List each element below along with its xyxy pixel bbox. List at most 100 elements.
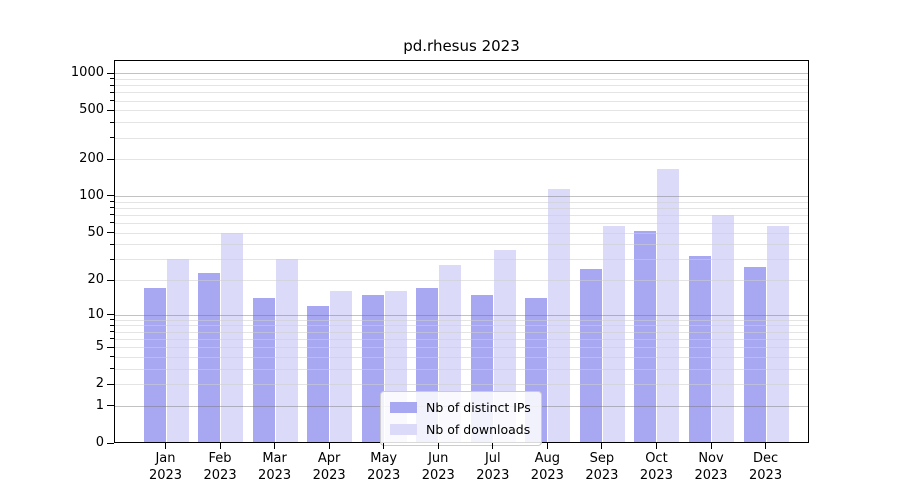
x-tick bbox=[219, 443, 221, 449]
x-tick-label: Nov 2023 bbox=[694, 451, 728, 483]
x-tick-label: Feb 2023 bbox=[203, 451, 237, 483]
y-tick-label: 10 bbox=[87, 306, 104, 322]
y-tick-minor bbox=[110, 201, 114, 203]
gridline-minor bbox=[114, 159, 809, 161]
x-tick-label: Apr 2023 bbox=[312, 451, 346, 483]
bar-distinct-ips bbox=[198, 272, 221, 443]
y-tick-label: 100 bbox=[79, 187, 104, 203]
bar-downloads bbox=[602, 225, 625, 443]
y-tick-minor bbox=[110, 331, 114, 333]
bar-downloads bbox=[275, 259, 298, 443]
bar-distinct-ips bbox=[143, 288, 166, 443]
y-tick-minor bbox=[110, 78, 114, 80]
gridline-minor bbox=[114, 92, 809, 94]
x-tick bbox=[328, 443, 330, 449]
y-tick bbox=[107, 279, 114, 281]
y-tick bbox=[107, 442, 114, 444]
x-tick bbox=[546, 443, 548, 449]
x-tick-label: May 2023 bbox=[367, 451, 401, 483]
bar-downloads bbox=[221, 232, 244, 443]
y-tick bbox=[107, 232, 114, 234]
y-tick-minor bbox=[110, 222, 114, 224]
bar-distinct-ips bbox=[743, 266, 766, 443]
legend-row-downloads: Nb of downloads bbox=[390, 419, 531, 439]
y-tick-minor bbox=[110, 243, 114, 245]
y-tick-minor bbox=[110, 319, 114, 321]
y-tick bbox=[107, 405, 114, 407]
y-tick-minor bbox=[110, 324, 114, 326]
y-tick-label: 50 bbox=[87, 224, 104, 240]
gridline-minor bbox=[114, 207, 809, 209]
y-tick-label: 1 bbox=[95, 397, 104, 413]
x-tick-label: Oct 2023 bbox=[639, 451, 673, 483]
legend-label-distinct-ips: Nb of distinct IPs bbox=[426, 399, 531, 415]
x-tick bbox=[165, 443, 166, 449]
y-tick-minor bbox=[110, 356, 114, 358]
y-tick-minor bbox=[110, 338, 114, 340]
y-tick-minor bbox=[110, 368, 114, 370]
gridline-minor bbox=[114, 100, 809, 102]
gridline-minor bbox=[114, 331, 809, 333]
gridline-minor bbox=[114, 368, 809, 370]
gridline-major bbox=[114, 314, 809, 316]
y-tick-minor bbox=[110, 214, 114, 216]
x-tick bbox=[492, 443, 494, 449]
x-tick-label: Jun 2023 bbox=[421, 451, 455, 483]
x-tick bbox=[601, 443, 603, 449]
bar-distinct-ips bbox=[579, 268, 602, 443]
gridline-major bbox=[114, 195, 809, 197]
gridline-minor bbox=[114, 384, 809, 386]
x-tick bbox=[765, 443, 767, 449]
gridline-major bbox=[114, 73, 809, 75]
y-tick-minor bbox=[110, 100, 114, 101]
legend-swatch-distinct-ips bbox=[390, 401, 417, 413]
bar-downloads bbox=[766, 225, 789, 443]
gridline-minor bbox=[114, 244, 809, 246]
gridline-minor bbox=[114, 232, 809, 234]
x-tick bbox=[274, 443, 276, 449]
bar-distinct-ips bbox=[689, 255, 711, 443]
x-tick-label: Jul 2023 bbox=[476, 451, 510, 483]
x-tick-label: Aug 2023 bbox=[530, 451, 564, 483]
gridline-minor bbox=[114, 201, 809, 203]
y-tick-label: 5 bbox=[95, 339, 104, 355]
y-tick-minor bbox=[110, 84, 114, 86]
bar-downloads bbox=[712, 214, 734, 443]
y-tick-label: 20 bbox=[87, 272, 104, 288]
gridline-minor bbox=[114, 259, 809, 261]
y-tick-label: 2 bbox=[95, 376, 104, 392]
y-tick bbox=[107, 346, 114, 348]
gridline-minor bbox=[114, 356, 809, 358]
gridline-minor bbox=[114, 214, 809, 216]
bar-distinct-ips bbox=[307, 305, 330, 443]
x-tick bbox=[710, 443, 712, 449]
x-tick-label: Mar 2023 bbox=[258, 451, 292, 483]
bar-downloads bbox=[330, 291, 353, 443]
y-tick-label: 0 bbox=[95, 435, 104, 450]
y-tick-minor bbox=[110, 137, 114, 139]
bar-downloads bbox=[166, 259, 189, 443]
y-tick-label: 200 bbox=[79, 151, 104, 167]
legend: Nb of distinct IPs Nb of downloads bbox=[380, 391, 542, 446]
gridline-minor bbox=[114, 319, 809, 321]
legend-label-downloads: Nb of downloads bbox=[426, 421, 531, 437]
x-tick-label: Sep 2023 bbox=[585, 451, 619, 483]
bar-downloads bbox=[657, 169, 680, 443]
gridline-minor bbox=[114, 78, 809, 80]
gridline-minor bbox=[114, 325, 809, 327]
y-tick-minor bbox=[110, 121, 114, 123]
y-tick bbox=[107, 109, 114, 111]
gridline-minor bbox=[114, 122, 809, 124]
gridline-minor bbox=[114, 110, 809, 112]
chart-title: pd.rhesus 2023 bbox=[403, 37, 520, 55]
y-tick-label: 500 bbox=[79, 102, 104, 118]
gridline-minor bbox=[114, 347, 809, 349]
bar-downloads bbox=[548, 188, 571, 443]
y-tick bbox=[107, 383, 114, 385]
x-tick bbox=[655, 443, 657, 449]
y-tick-minor bbox=[110, 207, 114, 209]
legend-swatch-downloads bbox=[390, 423, 417, 435]
y-tick-label: 1000 bbox=[70, 65, 104, 81]
y-tick bbox=[107, 158, 114, 160]
